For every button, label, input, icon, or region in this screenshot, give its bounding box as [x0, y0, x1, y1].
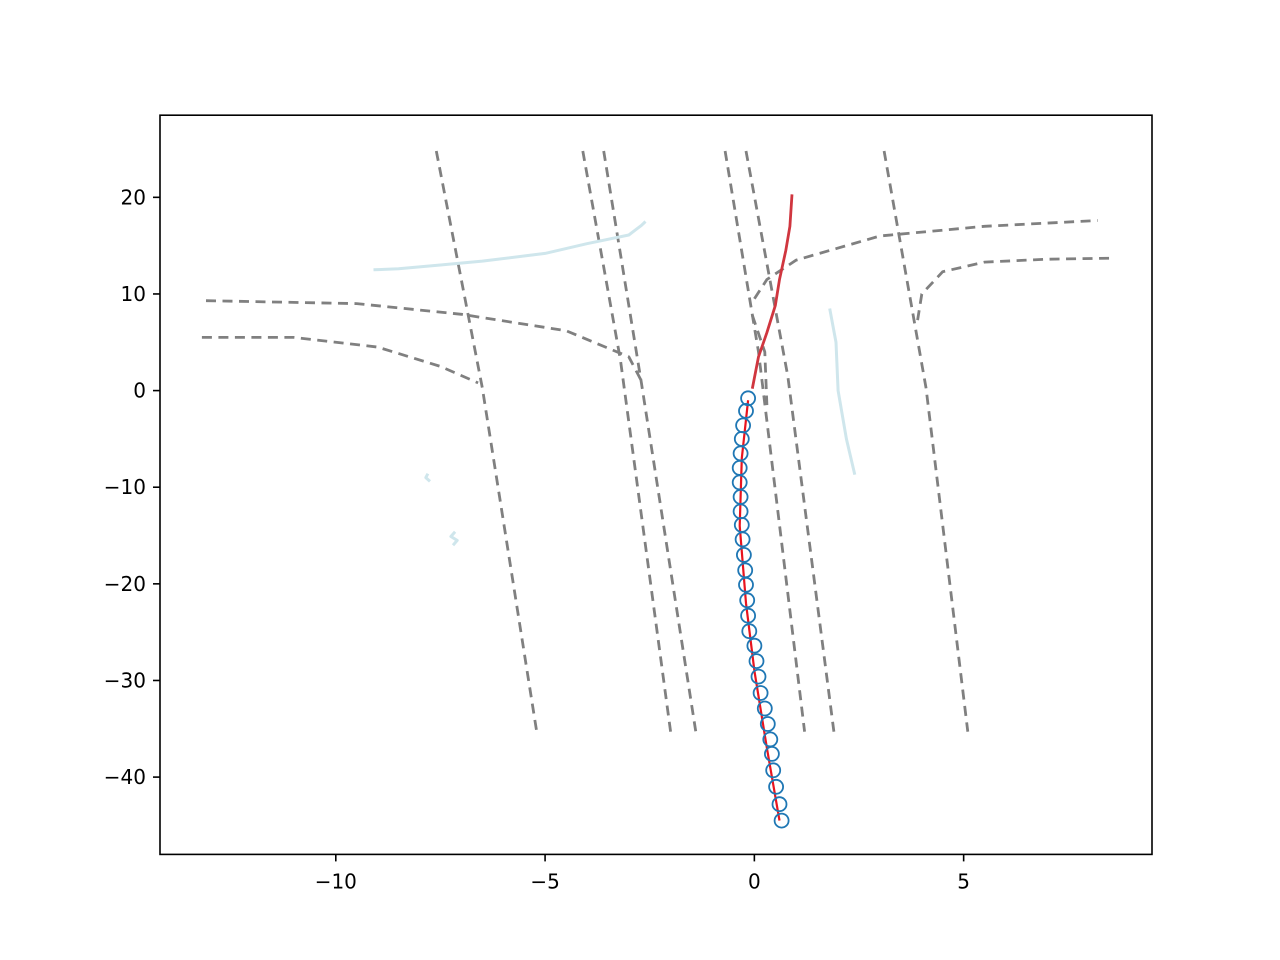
- history-marker-29: [740, 390, 756, 407]
- history-marker-18: [736, 547, 752, 563]
- y-tick-label-6: −30: [104, 668, 146, 692]
- road-edge-line-2: [828, 308, 857, 476]
- history-marker-3: [768, 778, 784, 795]
- x-tick-label-3: 0: [748, 869, 761, 893]
- history-marker-7: [759, 716, 776, 732]
- history-marker-10: [750, 668, 767, 685]
- history-marker-4: [765, 762, 782, 779]
- y-tick-label-4: −10: [104, 475, 146, 499]
- y-tick-label-3: 0: [133, 379, 146, 403]
- y-tick-label-7: −40: [104, 765, 146, 789]
- road-edge-line-4: [449, 530, 459, 547]
- lane-line-7: [205, 299, 643, 382]
- lane-line-4: [723, 150, 806, 732]
- x-tick-label-1: −10: [315, 869, 357, 893]
- lane-line-6: [882, 150, 970, 732]
- road-edge-line-3: [424, 472, 432, 483]
- lane-line-10: [916, 256, 1111, 321]
- lane-line-8: [201, 335, 479, 385]
- history-marker-9: [752, 685, 769, 701]
- history-marker-13: [741, 623, 758, 640]
- future-line-1: [750, 194, 794, 389]
- y-axis: 20 10 0 −10 −20 −30 −40: [104, 185, 160, 789]
- road-edge-line-1: [373, 220, 647, 272]
- history-marker-2: [771, 796, 788, 813]
- history-marker-1: [773, 812, 790, 829]
- history-marker-14: [740, 607, 756, 624]
- y-tick-label-5: −20: [104, 572, 146, 596]
- history-marker-15: [739, 592, 756, 609]
- history-marker-6: [762, 731, 779, 748]
- x-axis: −10 −5 0 5: [315, 854, 970, 893]
- history-marker-12: [746, 637, 763, 654]
- x-tick-label-2: −5: [530, 869, 559, 893]
- y-tick-label-2: 10: [121, 282, 146, 306]
- history-marker-27: [735, 417, 751, 434]
- lane-line-11: [750, 314, 769, 406]
- lane-line-3: [602, 150, 698, 732]
- plot-data-layer: [201, 150, 1111, 829]
- history-marker-8: [756, 700, 773, 717]
- y-tick-label-1: 20: [121, 185, 146, 209]
- plot-frame: [159, 114, 1153, 856]
- lane-line-5: [744, 150, 836, 732]
- lane-line-9: [753, 219, 1098, 300]
- lane-line-2: [581, 150, 672, 732]
- x-tick-label-4: 5: [957, 869, 970, 893]
- history-marker-17: [737, 562, 754, 579]
- history-marker-28: [738, 402, 754, 419]
- history-marker-11: [748, 653, 765, 669]
